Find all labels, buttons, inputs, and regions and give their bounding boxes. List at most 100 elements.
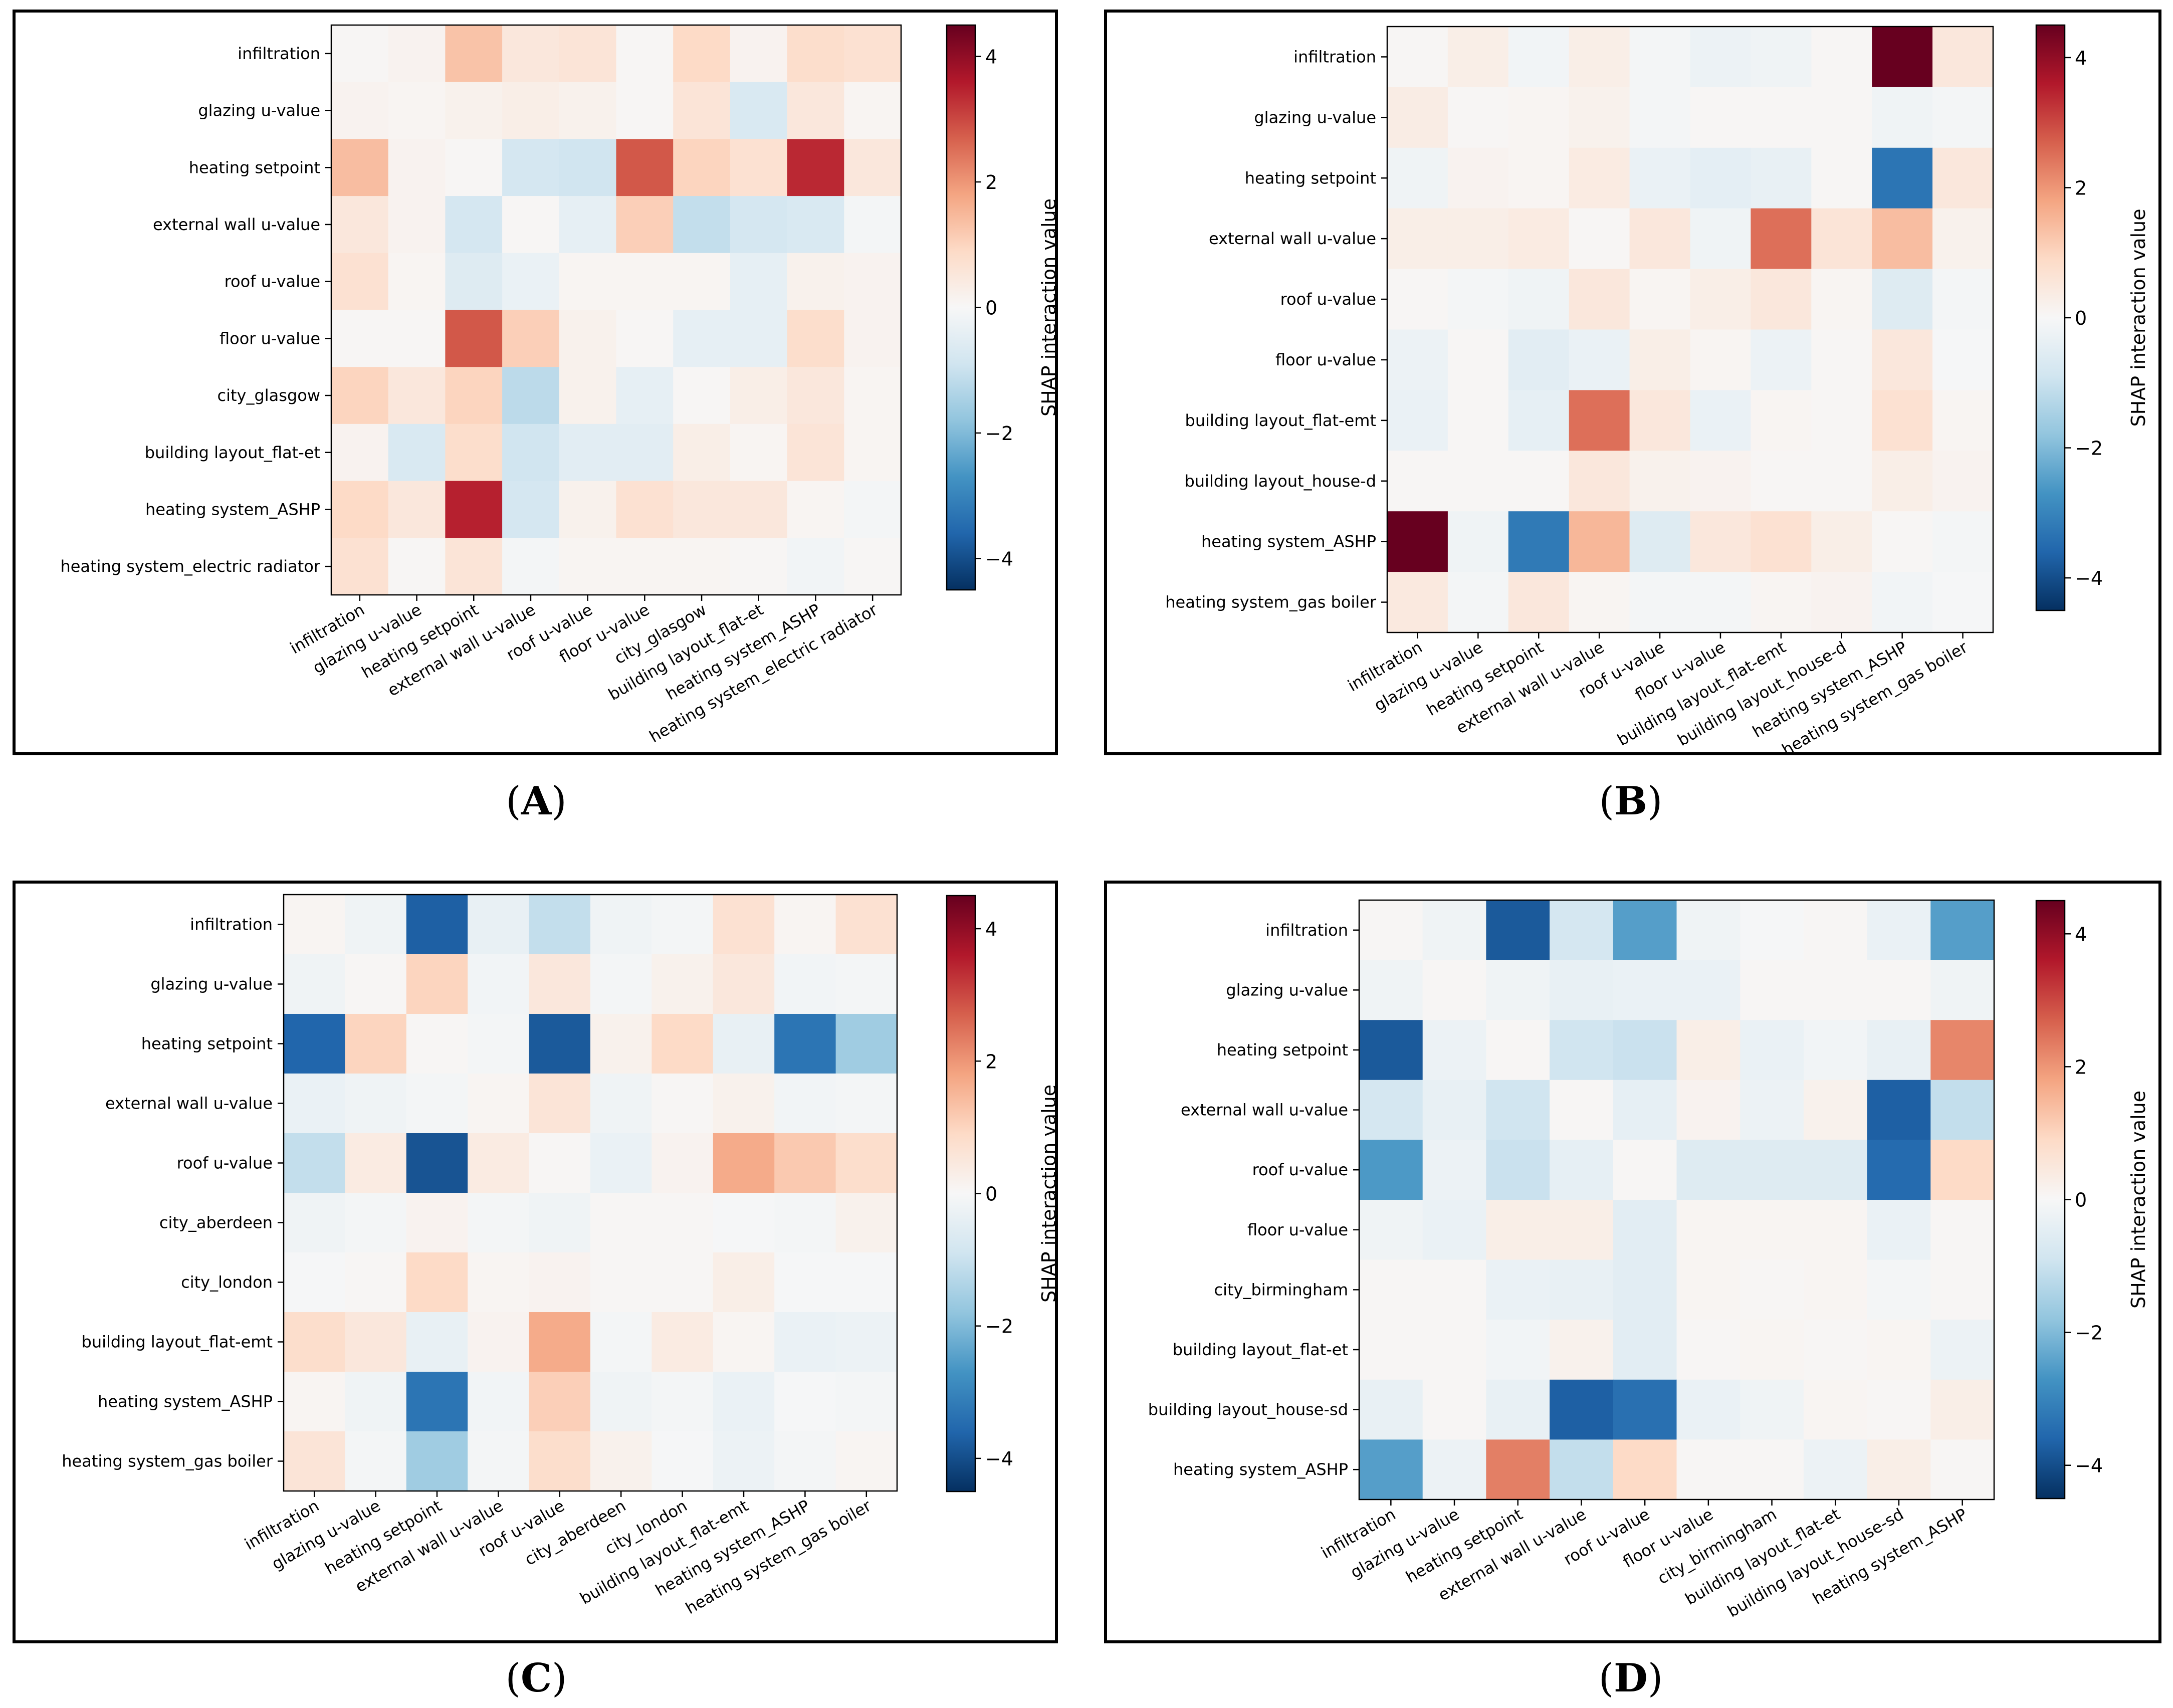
- heatmap-cell-a-r2-c1: [388, 139, 446, 196]
- heatmap-cell-a-r6-c7: [730, 367, 788, 424]
- heatmap-cell-c-r7-c5: [590, 1312, 652, 1372]
- heatmap-cell-d-r6-c9: [1930, 1259, 1995, 1320]
- heatmap-cell-d-r3-c9: [1930, 1080, 1995, 1140]
- heatmap-cell-a-r5-c7: [730, 310, 788, 367]
- heatmap-cell-a-r6-c6: [673, 367, 731, 424]
- heatmap-cell-a-r5-c0: [331, 310, 389, 367]
- heatmap-cell-d-r0-c1: [1422, 900, 1486, 961]
- heatmap-cell-c-r5-c8: [774, 1193, 836, 1253]
- heatmap-cell-b-r5-c7: [1811, 329, 1872, 390]
- heatmap-cell-d-r8-c7: [1803, 1379, 1868, 1440]
- heatmap-cell-d-r3-c7: [1803, 1080, 1868, 1140]
- y-tick-label-b-4: roof u-value: [1280, 290, 1376, 309]
- y-tick-label-d-3: external wall u-value: [1181, 1101, 1348, 1120]
- heatmap-cell-b-r4-c0: [1387, 269, 1448, 330]
- heatmap-cell-a-r2-c5: [616, 139, 674, 196]
- colorbar-d: [2035, 900, 2066, 1500]
- heatmap-cell-d-r5-c3: [1550, 1200, 1614, 1260]
- panel-b: infiltration glazing u-value heating setpo…: [1104, 10, 2161, 824]
- heatmap-cell-c-r8-c5: [590, 1372, 652, 1432]
- heatmap-cell-c-r6-c9: [835, 1252, 898, 1313]
- y-tick-label-b-1: glazing u-value: [1254, 108, 1376, 127]
- heatmap-cell-a-r2-c6: [673, 139, 731, 196]
- colorbar-tick-label-c-0: −4: [985, 1448, 1013, 1470]
- heatmap-cell-c-r3-c2: [406, 1074, 468, 1134]
- heatmap-cell-b-r9-c7: [1811, 572, 1872, 633]
- heatmap-cell-b-r7-c3: [1569, 451, 1630, 512]
- heatmap-cell-d-r5-c4: [1613, 1200, 1677, 1260]
- heatmap-cell-a-r3-c6: [673, 196, 731, 254]
- heatmap-cell-d-r5-c2: [1486, 1200, 1550, 1260]
- heatmap-cell-b-r0-c5: [1690, 27, 1751, 88]
- heatmap-cell-a-r4-c7: [730, 253, 788, 311]
- heatmap-cell-b-r2-c2: [1508, 147, 1570, 209]
- heatmap-cell-c-r1-c3: [468, 954, 530, 1014]
- heatmap-cell-c-r6-c0: [284, 1252, 345, 1313]
- heatmap-cell-c-r8-c8: [774, 1372, 836, 1432]
- heatmap-cell-c-r1-c4: [529, 954, 591, 1014]
- heatmap-cell-a-r1-c3: [502, 82, 560, 139]
- heatmap-cell-a-r5-c1: [388, 310, 446, 367]
- y-tick-label-a-6: city_glasgow: [217, 386, 320, 405]
- heatmap-cell-d-r6-c4: [1613, 1259, 1677, 1320]
- heatmap-cell-c-r5-c0: [284, 1193, 345, 1253]
- heatmap-cell-d-r3-c4: [1613, 1080, 1677, 1140]
- heatmap-cell-c-r4-c7: [713, 1133, 775, 1193]
- heatmap-cell-c-r6-c1: [345, 1252, 407, 1313]
- heatmap-cell-a-r2-c0: [331, 139, 389, 196]
- heatmap-cell-a-r9-c3: [502, 538, 560, 595]
- heatmap-cell-b-r1-c3: [1569, 87, 1630, 148]
- heatmap-cell-b-r9-c3: [1569, 572, 1630, 633]
- heatmap-cell-d-r4-c3: [1550, 1140, 1614, 1200]
- heatmap-cell-b-r7-c9: [1932, 451, 1994, 512]
- heatmap-cell-a-r0-c9: [844, 25, 902, 83]
- heatmap-cell-c-r9-c5: [590, 1431, 652, 1491]
- heatmap-cell-b-r2-c1: [1447, 147, 1509, 209]
- heatmap-cell-a-r6-c4: [559, 367, 617, 424]
- heatmap-cell-c-r3-c7: [713, 1074, 775, 1134]
- heatmap-cell-b-r5-c1: [1447, 329, 1509, 390]
- heatmap-cell-a-r6-c9: [844, 367, 902, 424]
- heatmap-cell-b-r4-c3: [1569, 269, 1630, 330]
- heatmap-cell-b-r1-c2: [1508, 87, 1570, 148]
- colorbar-tick-label-b-1: −2: [2075, 438, 2103, 460]
- colorbar-label-d: SHAP interaction value: [2127, 1091, 2149, 1309]
- heatmap-cell-d-r9-c8: [1867, 1439, 1931, 1500]
- heatmap-cell-a-r1-c9: [844, 82, 902, 139]
- heatmap-cell-b-r7-c1: [1447, 451, 1509, 512]
- heatmap-cell-b-r7-c2: [1508, 451, 1570, 512]
- heatmap-cell-a-r3-c1: [388, 196, 446, 254]
- heatmap-cell-d-r3-c6: [1740, 1080, 1804, 1140]
- heatmap-cell-c-r5-c3: [468, 1193, 530, 1253]
- heatmap-cell-c-r3-c9: [835, 1074, 898, 1134]
- heatmap-cell-d-r3-c0: [1359, 1080, 1423, 1140]
- y-tick-label-b-7: building layout_house-d: [1184, 472, 1376, 491]
- heatmap-cell-d-r2-c7: [1803, 1020, 1868, 1081]
- heatmap-cell-d-r8-c1: [1422, 1379, 1486, 1440]
- heatmap-cell-b-r9-c8: [1872, 572, 1933, 633]
- heatmap-cell-b-r8-c0: [1387, 511, 1448, 572]
- heatmap-cell-c-r2-c4: [529, 1014, 591, 1074]
- heatmap-cell-b-r2-c5: [1690, 147, 1751, 209]
- heatmap-cell-c-r8-c6: [651, 1372, 714, 1432]
- heatmap-cell-a-r3-c7: [730, 196, 788, 254]
- heatmap-cell-a-r7-c0: [331, 423, 389, 482]
- heatmap-cell-a-r2-c7: [730, 139, 788, 196]
- colorbar-label-a: SHAP interaction value: [1038, 198, 1060, 416]
- heatmap-cell-a-r7-c8: [787, 423, 844, 482]
- heatmap-cell-d-r7-c0: [1359, 1320, 1423, 1380]
- panel-c: infiltration glazing u-value heating setpo…: [13, 881, 1060, 1701]
- heatmap-cell-a-r8-c8: [787, 481, 844, 538]
- heatmap-cell-d-r0-c6: [1740, 900, 1804, 961]
- heatmap-cell-d-r0-c2: [1486, 900, 1550, 961]
- heatmap-cell-a-r1-c4: [559, 82, 617, 139]
- heatmap-cell-a-r8-c6: [673, 481, 731, 538]
- heatmap-cell-c-r9-c2: [406, 1431, 468, 1491]
- heatmap-cell-d-r7-c6: [1740, 1320, 1804, 1380]
- y-tick-label-b-3: external wall u-value: [1209, 229, 1376, 248]
- heatmap-cell-b-r3-c4: [1629, 208, 1691, 270]
- y-tick-label-d-7: building layout_flat-et: [1173, 1340, 1348, 1359]
- panel-a-axes: [330, 24, 902, 596]
- colorbar-tick-label-a-4: 4: [985, 46, 997, 68]
- heatmap-cell-d-r4-c9: [1930, 1140, 1995, 1200]
